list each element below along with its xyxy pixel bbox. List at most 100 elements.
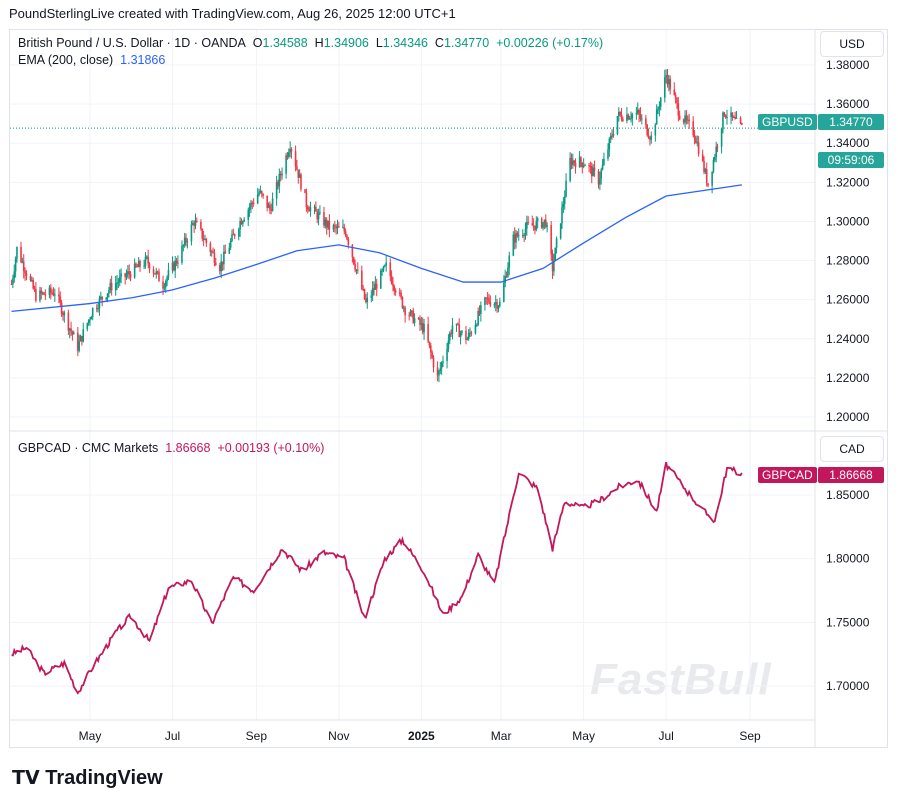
- candle-body: [554, 247, 557, 261]
- candle-body: [542, 222, 544, 228]
- open-value: 1.34588: [262, 36, 308, 50]
- candle-body: [220, 261, 222, 272]
- candle-body: [356, 269, 359, 271]
- candle-body: [409, 310, 412, 316]
- y-tick-label: 1.20000: [826, 410, 870, 424]
- change-value: +0.00226 (+0.17%): [496, 36, 604, 50]
- candle-body: [156, 271, 159, 273]
- candle-body: [158, 271, 160, 282]
- candle-body: [590, 166, 593, 177]
- candle-body: [439, 368, 442, 371]
- candle-body: [278, 173, 281, 187]
- candle-body: [79, 335, 82, 342]
- y-tick-label: 1.38000: [826, 58, 870, 72]
- candle-body: [109, 282, 112, 291]
- currency-cad-button[interactable]: CAD: [820, 436, 884, 462]
- candle-body: [543, 219, 546, 223]
- candle-body: [194, 220, 197, 226]
- candle-body: [335, 226, 337, 229]
- candle-body: [365, 298, 367, 302]
- candle-body: [31, 280, 33, 282]
- tradingview-logo[interactable]: 𝗧𝗩 TradingView: [12, 767, 163, 790]
- candle-body: [16, 246, 18, 259]
- y-tick-label: 1.75000: [826, 615, 870, 629]
- currency-usd-button[interactable]: USD: [820, 31, 884, 57]
- candle-body: [384, 265, 386, 267]
- pane1-legend: British Pound / U.S. Dollar · 1D · OANDA…: [18, 36, 604, 50]
- candle-body: [711, 171, 713, 186]
- y-tick-label: 1.36000: [826, 97, 870, 111]
- candle-body: [290, 149, 293, 152]
- candle-body: [531, 223, 534, 226]
- tv-logo-icon: 𝗧𝗩: [12, 768, 40, 789]
- candle-body: [190, 224, 193, 242]
- candle-body: [561, 207, 563, 224]
- y-tick-label: 1.24000: [826, 332, 870, 346]
- candle-body: [641, 118, 643, 120]
- candle-body: [411, 310, 413, 312]
- candle-body: [147, 256, 149, 264]
- x-tick-label: Nov: [328, 729, 349, 743]
- candle-body: [243, 219, 245, 222]
- candle-body: [677, 103, 680, 116]
- candle-body: [676, 98, 678, 104]
- candle-body: [136, 266, 139, 268]
- candle-body: [366, 297, 369, 302]
- candle-body: [658, 106, 661, 110]
- candle-body: [316, 211, 319, 220]
- candle-body: [374, 283, 377, 290]
- candle-body: [546, 225, 548, 227]
- candle-body: [77, 332, 79, 351]
- candle-body: [52, 292, 55, 296]
- candle-body: [213, 252, 216, 263]
- candle-body: [163, 287, 166, 289]
- candle-body: [297, 169, 300, 178]
- candle-body: [10, 284, 13, 286]
- candle-body: [722, 112, 724, 129]
- candle-body: [515, 232, 517, 243]
- candle-body: [167, 270, 170, 278]
- candle-body: [240, 221, 243, 225]
- candle-body: [202, 238, 205, 240]
- candle-body: [438, 370, 440, 376]
- x-tick-label: Sep: [246, 729, 268, 743]
- candle-body: [54, 294, 56, 296]
- candle-body: [401, 297, 404, 308]
- candle-body: [279, 173, 282, 176]
- candle-body: [389, 262, 392, 276]
- candle-body: [338, 226, 340, 228]
- candle-body: [448, 333, 451, 341]
- candle-body: [504, 276, 507, 283]
- y-tick-label: 1.34000: [826, 136, 870, 150]
- candle-body: [72, 332, 75, 335]
- candle-body: [536, 218, 539, 222]
- candle-body: [333, 225, 336, 227]
- candle-body: [682, 119, 685, 123]
- candle-body: [229, 240, 232, 248]
- candle-body: [394, 290, 397, 293]
- candle-body: [143, 265, 145, 267]
- candle-body: [183, 237, 186, 246]
- candle-body: [420, 323, 423, 325]
- candle-body: [256, 194, 259, 204]
- gbpcad-symbol-tag: GBPCAD: [758, 467, 817, 483]
- candle-body: [86, 323, 89, 330]
- candle-body: [650, 135, 653, 140]
- gbpcad-line: [11, 462, 743, 695]
- candle-body: [559, 223, 562, 239]
- candle-body: [436, 367, 439, 376]
- candle-body: [58, 294, 60, 297]
- candle-body: [251, 202, 254, 204]
- candle-body: [309, 207, 312, 212]
- candle-body: [734, 116, 736, 119]
- candle-body: [461, 330, 463, 333]
- candle-body: [166, 277, 168, 282]
- candle-body: [627, 114, 630, 120]
- candle-body: [582, 165, 585, 168]
- candle-body: [51, 292, 53, 294]
- candle-body: [521, 235, 524, 237]
- candle-body: [296, 166, 298, 170]
- gbpusd-price-tag: 1.34770: [818, 114, 884, 130]
- candle-body: [63, 312, 66, 316]
